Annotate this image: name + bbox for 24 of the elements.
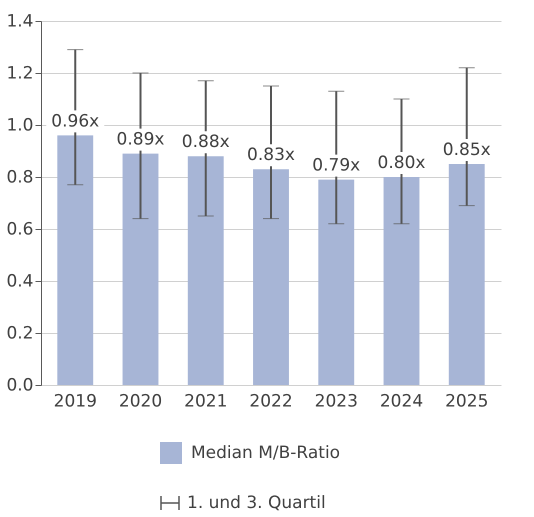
data-label: 0.96x xyxy=(51,111,100,132)
y-tick-label: 1.0 xyxy=(6,116,34,136)
data-label: 0.80x xyxy=(378,153,426,173)
x-tick-label: 2019 xyxy=(54,392,97,412)
x-tick-label: 2023 xyxy=(314,392,358,412)
x-tick-label: 2021 xyxy=(184,392,228,412)
data-label: 0.89x xyxy=(116,130,164,150)
data-label: 0.85x xyxy=(442,140,491,160)
x-tick-label: 2020 xyxy=(118,392,162,412)
y-tick-label: 0.6 xyxy=(6,220,34,240)
x-tick-label: 2022 xyxy=(249,392,293,412)
x-tick-label: 2024 xyxy=(380,392,424,412)
x-tick-label: 2025 xyxy=(445,392,488,412)
y-tick-label: 0.2 xyxy=(6,324,34,344)
data-label: 0.83x xyxy=(247,145,295,166)
text: 1. und 3. Quartil xyxy=(187,493,326,513)
y-tick-label: 1.2 xyxy=(6,64,34,84)
data-label: 0.79x xyxy=(312,156,360,176)
y-tick-label: 0.0 xyxy=(6,376,34,396)
data-label: 0.88x xyxy=(182,132,230,152)
y-tick-label: 0.8 xyxy=(6,168,34,188)
y-tick-label: 1.4 xyxy=(6,12,34,32)
y-tick-label: 0.4 xyxy=(6,272,34,292)
legend-label: Median M/B-Ratio xyxy=(191,443,340,463)
